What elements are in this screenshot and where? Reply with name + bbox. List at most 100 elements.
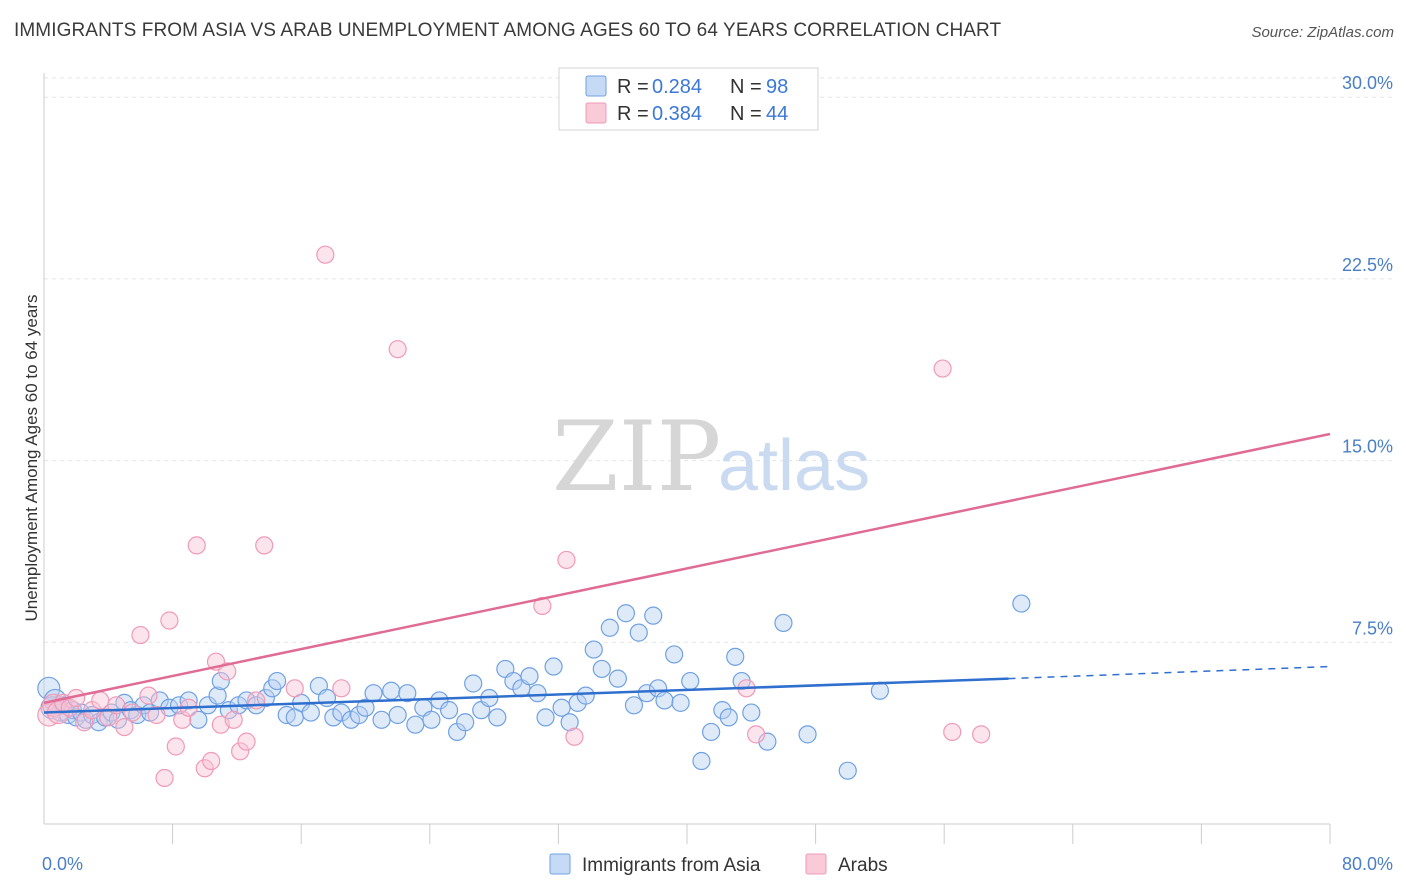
asia-point-48 (382, 681, 401, 700)
asia-point-97 (838, 761, 857, 780)
asia-point-46 (364, 684, 383, 703)
asia-point-76 (608, 669, 627, 688)
asia-point-80 (637, 684, 656, 703)
trend-line-asia-extension (1008, 665, 1331, 680)
arab-point-31 (255, 536, 274, 555)
asia-point-79 (629, 623, 648, 642)
series-asia-points (37, 594, 1031, 780)
arab-point-12 (123, 703, 142, 722)
asia-point-90 (719, 708, 738, 727)
asia-point-93 (742, 703, 761, 722)
asia-point-27 (211, 671, 230, 691)
arab-point-37 (557, 550, 576, 570)
legend-n-label-asia: N = (730, 76, 762, 98)
arab-point-28 (231, 742, 250, 761)
asia-point-85 (671, 693, 690, 712)
asia-point-98 (1012, 594, 1031, 613)
asia-point-87 (692, 751, 711, 771)
asia-point-83 (655, 691, 674, 710)
asia-point-91 (726, 647, 745, 666)
asia-point-49 (388, 705, 407, 725)
legend-swatch-asia (585, 75, 607, 97)
bottom-legend-label-arab: Arabs (838, 855, 888, 876)
asia-point-86 (681, 671, 700, 691)
arab-point-13 (131, 625, 150, 645)
asia-point-23 (179, 691, 198, 710)
bottom-legend-swatch-arab (805, 853, 827, 875)
grid-lines (44, 77, 1392, 643)
asia-point-54 (430, 691, 449, 710)
y-tick-labels: 7.5% 15.0% 22.5% 30.0% (1342, 73, 1393, 638)
asia-point-84 (665, 645, 684, 664)
arab-point-29 (237, 732, 256, 751)
y-axis-title: Unemployment Among Ages 60 to 64 years (22, 295, 41, 622)
correlation-legend: R = 0.284 N = 98 R = 0.384 N = 44 (558, 67, 819, 131)
y-tick-label-3: 30.0% (1342, 73, 1393, 93)
asia-point-73 (584, 640, 603, 659)
asia-point-61 (488, 708, 507, 727)
y-tick-label-0: 7.5% (1352, 618, 1393, 638)
arab-point-14 (139, 686, 158, 705)
arab-point-34 (332, 679, 351, 698)
asia-point-45 (356, 698, 375, 717)
arab-point-22 (195, 759, 214, 778)
asia-point-74 (592, 659, 611, 679)
trend-line-asia (43, 677, 1009, 714)
asia-point-38 (301, 703, 320, 722)
watermark: ZIP atlas (552, 401, 870, 513)
x-tick-label-max: 80.0% (1342, 854, 1393, 874)
arab-point-27 (224, 710, 243, 729)
arab-point-40 (747, 725, 766, 744)
asia-point-57 (456, 713, 475, 732)
arab-point-16 (155, 768, 174, 788)
asia-point-68 (544, 657, 563, 676)
y-tick-label-2: 22.5% (1342, 255, 1393, 275)
watermark-zip: ZIP (552, 401, 721, 513)
asia-point-96 (798, 725, 817, 744)
asia-point-44 (349, 705, 369, 725)
arab-point-11 (115, 717, 134, 737)
asia-point-47 (372, 710, 391, 729)
series-legend: Immigrants from Asia Arabs (549, 853, 888, 876)
legend-swatch-arab (585, 102, 607, 124)
x-tick-label-min: 0.0% (42, 854, 83, 874)
watermark-atlas: atlas (718, 426, 870, 506)
legend-n-label-arab: N = (730, 103, 762, 125)
asia-point-42 (332, 703, 351, 722)
arab-point-41 (933, 359, 952, 378)
series-arab-points (37, 245, 991, 788)
legend-r-label-arab: R = (617, 103, 649, 125)
legend-n-value-asia: 98 (766, 76, 788, 98)
arab-point-17 (160, 611, 179, 630)
asia-point-70 (560, 713, 579, 732)
arab-point-18 (166, 737, 185, 756)
asia-point-88 (702, 722, 721, 742)
asia-point-75 (600, 618, 619, 637)
arab-point-33 (316, 245, 335, 264)
arab-point-38 (565, 727, 584, 746)
trend-line-arab (43, 432, 1331, 705)
asia-point-65 (520, 667, 539, 686)
arab-point-43 (972, 725, 991, 744)
arab-point-23 (202, 751, 221, 771)
arab-point-35 (388, 340, 407, 359)
asia-point-66 (528, 684, 547, 703)
asia-point-89 (713, 701, 732, 720)
y-tick-label-1: 15.0% (1342, 437, 1393, 457)
legend-n-value-arab: 44 (766, 103, 788, 125)
bottom-legend-swatch-asia (549, 853, 571, 875)
arab-point-32 (285, 679, 304, 698)
asia-point-94 (758, 732, 777, 751)
asia-point-99 (870, 681, 890, 700)
asia-point-95 (774, 613, 793, 633)
arab-point-15 (147, 705, 166, 725)
legend-r-value-arab: 0.384 (652, 103, 702, 125)
asia-point-58 (464, 674, 483, 693)
asia-point-81 (644, 606, 663, 625)
asia-point-53 (422, 710, 441, 729)
asia-point-55 (439, 701, 459, 720)
asia-point-72 (576, 686, 595, 705)
asia-point-77 (616, 604, 636, 623)
asia-point-67 (536, 708, 555, 727)
